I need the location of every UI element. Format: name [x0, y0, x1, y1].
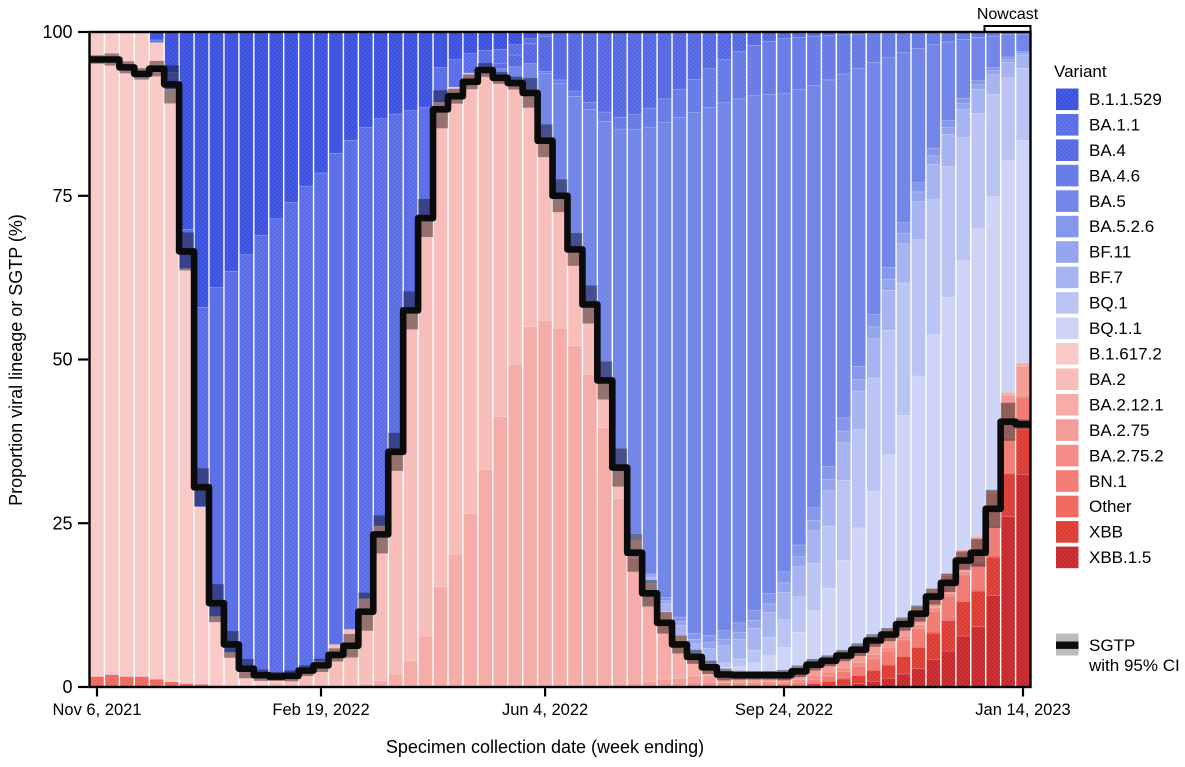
- svg-text:Variant: Variant: [1054, 62, 1107, 81]
- svg-text:BN.1: BN.1: [1089, 472, 1127, 491]
- svg-text:SGTP: SGTP: [1089, 636, 1135, 655]
- svg-text:25: 25: [52, 514, 72, 534]
- svg-text:Jan 14, 2023: Jan 14, 2023: [975, 701, 1070, 719]
- svg-text:Proportion viral lineage or SG: Proportion viral lineage or SGTP (%): [6, 214, 26, 506]
- svg-text:Nowcast: Nowcast: [977, 6, 1039, 23]
- svg-text:BA.1.1: BA.1.1: [1089, 115, 1140, 134]
- svg-text:0: 0: [62, 677, 72, 697]
- svg-text:Other: Other: [1089, 497, 1132, 516]
- svg-text:XBB.1.5: XBB.1.5: [1089, 548, 1151, 567]
- svg-text:Specimen collection date (week: Specimen collection date (week ending): [386, 737, 704, 757]
- svg-text:B.1.1.529: B.1.1.529: [1089, 90, 1162, 109]
- svg-text:100: 100: [42, 22, 72, 42]
- svg-text:BQ.1.1: BQ.1.1: [1089, 319, 1142, 338]
- svg-text:Jun 4, 2022: Jun 4, 2022: [502, 701, 588, 719]
- svg-text:BA.5.2.6: BA.5.2.6: [1089, 217, 1154, 236]
- svg-text:BQ.1: BQ.1: [1089, 294, 1128, 313]
- svg-text:BA.4: BA.4: [1089, 141, 1126, 160]
- svg-text:BF.7: BF.7: [1089, 268, 1123, 287]
- svg-text:BA.2: BA.2: [1089, 370, 1126, 389]
- svg-text:BA.2.75.2: BA.2.75.2: [1089, 446, 1164, 465]
- svg-text:Nov 6, 2021: Nov 6, 2021: [53, 701, 142, 719]
- svg-text:BF.11: BF.11: [1089, 243, 1131, 262]
- svg-text:BA.2.12.1: BA.2.12.1: [1089, 395, 1164, 414]
- svg-text:B.1.617.2: B.1.617.2: [1089, 345, 1162, 364]
- svg-text:BA.4.6: BA.4.6: [1089, 166, 1140, 185]
- svg-text:XBB: XBB: [1089, 523, 1123, 542]
- svg-text:BA.2.75: BA.2.75: [1089, 421, 1150, 440]
- svg-text:Sep 24, 2022: Sep 24, 2022: [735, 701, 833, 719]
- svg-text:50: 50: [52, 350, 72, 370]
- svg-text:BA.5: BA.5: [1089, 192, 1126, 211]
- svg-text:Feb 19, 2022: Feb 19, 2022: [272, 701, 369, 719]
- svg-text:75: 75: [52, 186, 72, 206]
- svg-text:with 95% CI: with 95% CI: [1088, 656, 1180, 675]
